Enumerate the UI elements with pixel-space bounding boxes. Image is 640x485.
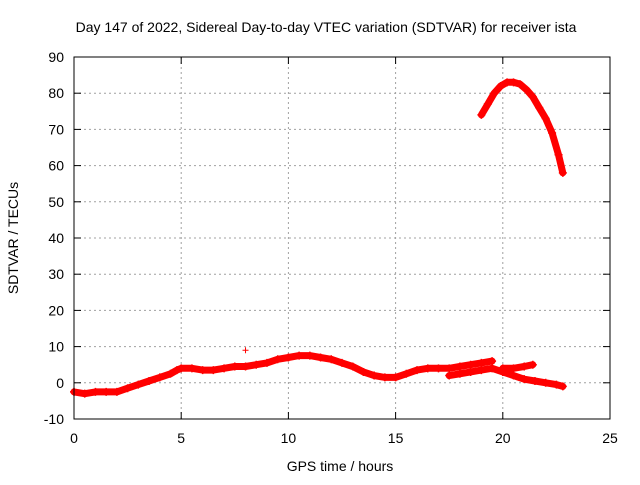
data-point-track-low [402, 369, 411, 378]
data-point-track-low [102, 387, 111, 396]
data-point-track-low [177, 364, 186, 373]
y-axis-label: SDTVAR / TECUs [5, 182, 21, 294]
data-point-track-low [455, 362, 464, 371]
data-point-track-low-branch [558, 382, 567, 391]
data-point-track-high [554, 150, 563, 159]
x-axis-label: GPS time / hours [287, 458, 394, 474]
data-point-track-low [230, 362, 239, 371]
y-tick-label: 70 [48, 121, 64, 137]
data-point-track-high [528, 92, 537, 101]
x-tick-label: 15 [388, 430, 404, 446]
data-point-track-low-branch [455, 369, 464, 378]
y-tick-label: 0 [56, 375, 64, 391]
data-point-track-low [187, 364, 196, 373]
y-tick-label: 60 [48, 158, 64, 174]
x-tick-label: 0 [70, 430, 78, 446]
data-point-track-low [434, 364, 443, 373]
data-point-track-low-branch [445, 371, 454, 380]
data-point-track-high [558, 168, 567, 177]
data-point-track-low [327, 355, 336, 364]
data-point-track-high [483, 100, 492, 109]
data-point-track-low [359, 367, 368, 376]
data-point-track-low [198, 366, 207, 375]
y-tick-label: 30 [48, 266, 64, 282]
data-point-track-low [134, 380, 143, 389]
y-tick-label: -10 [44, 411, 64, 427]
series-track-high [477, 78, 567, 177]
data-point-track-high [490, 89, 499, 98]
data-point-track-high [548, 129, 557, 138]
data-point-track-low [155, 373, 164, 382]
data-point-track-low [348, 362, 357, 371]
data-point-track-low [423, 364, 432, 373]
data-point-track-low [262, 358, 271, 367]
data-point-track-high [509, 78, 518, 87]
x-tick-label: 10 [281, 430, 297, 446]
chart-title: Day 147 of 2022, Sidereal Day-to-day VTE… [76, 19, 577, 35]
y-tick-label: 80 [48, 85, 64, 101]
data-point-track-high [541, 114, 550, 123]
data-point-track-low [220, 364, 229, 373]
data-point-track-low-branch [477, 366, 486, 375]
data-point-track-high [522, 85, 531, 94]
data-point-track-low [209, 366, 218, 375]
y-tick-label: 20 [48, 302, 64, 318]
y-tick-label: 10 [48, 339, 64, 355]
data-point-track-high [535, 103, 544, 112]
data-point-track-low-branch [541, 378, 550, 387]
data-point-track-low-branch [552, 380, 561, 389]
data-point-track-low [316, 353, 325, 362]
x-tick-label: 5 [177, 430, 185, 446]
data-point-track-low [145, 376, 154, 385]
data-point-track-low [284, 353, 293, 362]
series-track-low-spur [499, 361, 537, 372]
data-point-track-high [515, 80, 524, 89]
x-tick-label: 20 [495, 430, 511, 446]
y-tick-label: 50 [48, 194, 64, 210]
data-point-track-low [413, 366, 422, 375]
data-point-track-low [123, 384, 132, 393]
data-point-track-low [305, 351, 314, 360]
y-tick-label: 40 [48, 230, 64, 246]
data-point-track-low [172, 366, 181, 375]
data-point-track-low [370, 371, 379, 380]
data-point-track-low [380, 373, 389, 382]
x-tick-label: 25 [602, 430, 618, 446]
data-point-track-low-branch [466, 367, 475, 376]
data-point-track-low-spur [509, 364, 518, 373]
data-point-track-low [466, 360, 475, 369]
data-point-track-low [445, 364, 454, 373]
data-point-track-low [166, 369, 175, 378]
y-tick-label: 90 [48, 49, 64, 65]
data-point-track-low [241, 362, 250, 371]
data-point-track-low-branch [530, 376, 539, 385]
series-track-low [70, 352, 496, 398]
data-point-track-low [273, 355, 282, 364]
data-point-track-low [112, 387, 121, 396]
data-point-track-low-branch [509, 371, 518, 380]
data-point-track-low [295, 351, 304, 360]
data-point-track-high [477, 110, 486, 119]
data-point-track-high [496, 81, 505, 90]
data-point-track-low-spur [520, 362, 529, 371]
data-point-track-low [391, 373, 400, 382]
data-point-track-low [338, 358, 346, 367]
data-point-track-low [91, 387, 100, 396]
data-point-track-low [477, 358, 486, 367]
data-point-track-low-spur [528, 360, 537, 369]
data-point-track-low-branch [488, 364, 497, 373]
data-point-track-low-branch [520, 375, 529, 384]
data-point-track-low [252, 360, 261, 369]
data-point-track-low [80, 389, 89, 398]
data-point-track-low-spur [498, 364, 507, 373]
data-point-outlier [242, 347, 249, 354]
data-point-track-low [488, 357, 497, 366]
